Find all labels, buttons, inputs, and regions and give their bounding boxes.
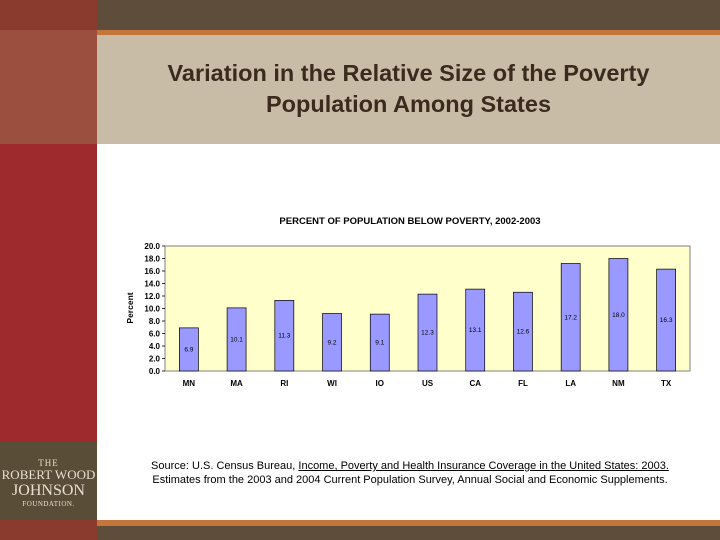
x-tick-label: TX [661,379,672,388]
bar-value-label: 17.2 [564,314,577,321]
x-tick-label: IO [376,379,384,388]
logo-panel [0,442,97,520]
bar-value-label: 9.1 [375,340,384,347]
bar-wi [322,313,342,372]
source-line1: Source: U.S. Census Bureau, Income, Pove… [100,459,720,473]
slide-title: Variation in the Relative Size of the Po… [97,58,720,120]
source-link[interactable]: Income, Poverty and Health Insurance Cov… [298,460,669,472]
bar-us [417,293,438,372]
y-tick-label: 0.0 [149,367,161,376]
bar-tx [656,268,676,372]
bar-ri [274,300,295,372]
bar-la [560,263,581,372]
source-note: Source: U.S. Census Bureau, Income, Pove… [100,459,720,487]
y-tick-label: 14.0 [144,280,160,289]
logo-line3: JOHNSON [12,482,85,499]
y-tick-label: 20.0 [144,242,160,251]
x-tick-label: WI [327,379,337,388]
slide-title-line1: Variation in the Relative Size of the Po… [167,60,650,86]
bar-nm [608,258,629,372]
source-line2: Estimates from the 2003 and 2004 Current… [152,474,668,486]
x-tick-label: NM [612,379,625,388]
bar-value-label: 12.6 [517,329,530,336]
bars: 6.9 10.1 11.3 9.2 9.1 12.3 13.1 12.6 17.2 18.0 16.… [179,258,676,372]
y-tick-label: 6.0 [149,330,161,339]
bar-value-label: 6.9 [184,346,193,353]
y-axis-ticks: 0.0 2.0 4.0 6.0 8.0 10.0 12.0 14.0 16.0 18.0 20.0 [144,242,165,376]
bar-value-label: 16.3 [660,317,673,324]
bar-value-label: 10.1 [230,336,243,343]
bar-value-label: 11.3 [278,333,291,340]
y-axis-label: Percent [125,292,135,323]
top-band [97,0,720,30]
left-bar-top [0,0,97,30]
bar-fl [513,291,533,372]
left-bar-middle [0,144,97,442]
bar-value-label: 18.0 [612,312,625,319]
slide-title-line2: Population Among States [265,91,552,117]
title-band [97,35,720,144]
y-tick-label: 18.0 [144,255,160,264]
left-bar-upper [0,30,97,144]
bar-value-label: 9.2 [328,339,337,346]
bottom-band [97,526,720,540]
x-axis-ticks: MN MA RI WI IO US CA FL LA NM TX [183,379,672,388]
bottom-stripe [97,520,720,526]
x-tick-label: CA [469,379,481,388]
bar-ca [465,288,486,372]
chart-svg: PERCENT OF POPULATION BELOW POVERTY, 200… [125,216,691,388]
y-tick-label: 16.0 [144,267,160,276]
chart-title: PERCENT OF POPULATION BELOW POVERTY, 200… [279,216,540,227]
x-tick-label: RI [280,379,288,388]
foundation-logo: THE ROBERT WOOD JOHNSON FOUNDATION. [0,458,97,509]
bar-value-label: 12.3 [421,330,434,337]
logo-line2: ROBERT WOOD [1,467,96,482]
x-tick-label: MN [183,379,196,388]
y-tick-label: 12.0 [144,292,160,301]
x-tick-label: MA [230,379,243,388]
bar-ma [226,307,247,372]
y-tick-label: 10.0 [144,305,160,314]
y-tick-label: 2.0 [149,355,161,364]
y-tick-label: 4.0 [149,342,161,351]
poverty-chart: PERCENT OF POPULATION BELOW POVERTY, 200… [110,210,710,400]
bar-value-label: 13.1 [469,327,482,334]
top-stripe [97,30,720,35]
bar-mn [179,327,199,372]
left-bar-bottom [0,520,97,540]
source-prefix: Source: U.S. Census Bureau, [151,460,299,472]
logo-line4: FOUNDATION. [22,500,75,508]
y-tick-label: 8.0 [149,317,161,326]
x-tick-label: LA [565,379,576,388]
bar-io [369,313,390,372]
logo-line1: THE [38,458,59,468]
x-tick-label: US [422,379,434,388]
x-tick-label: FL [518,379,528,388]
